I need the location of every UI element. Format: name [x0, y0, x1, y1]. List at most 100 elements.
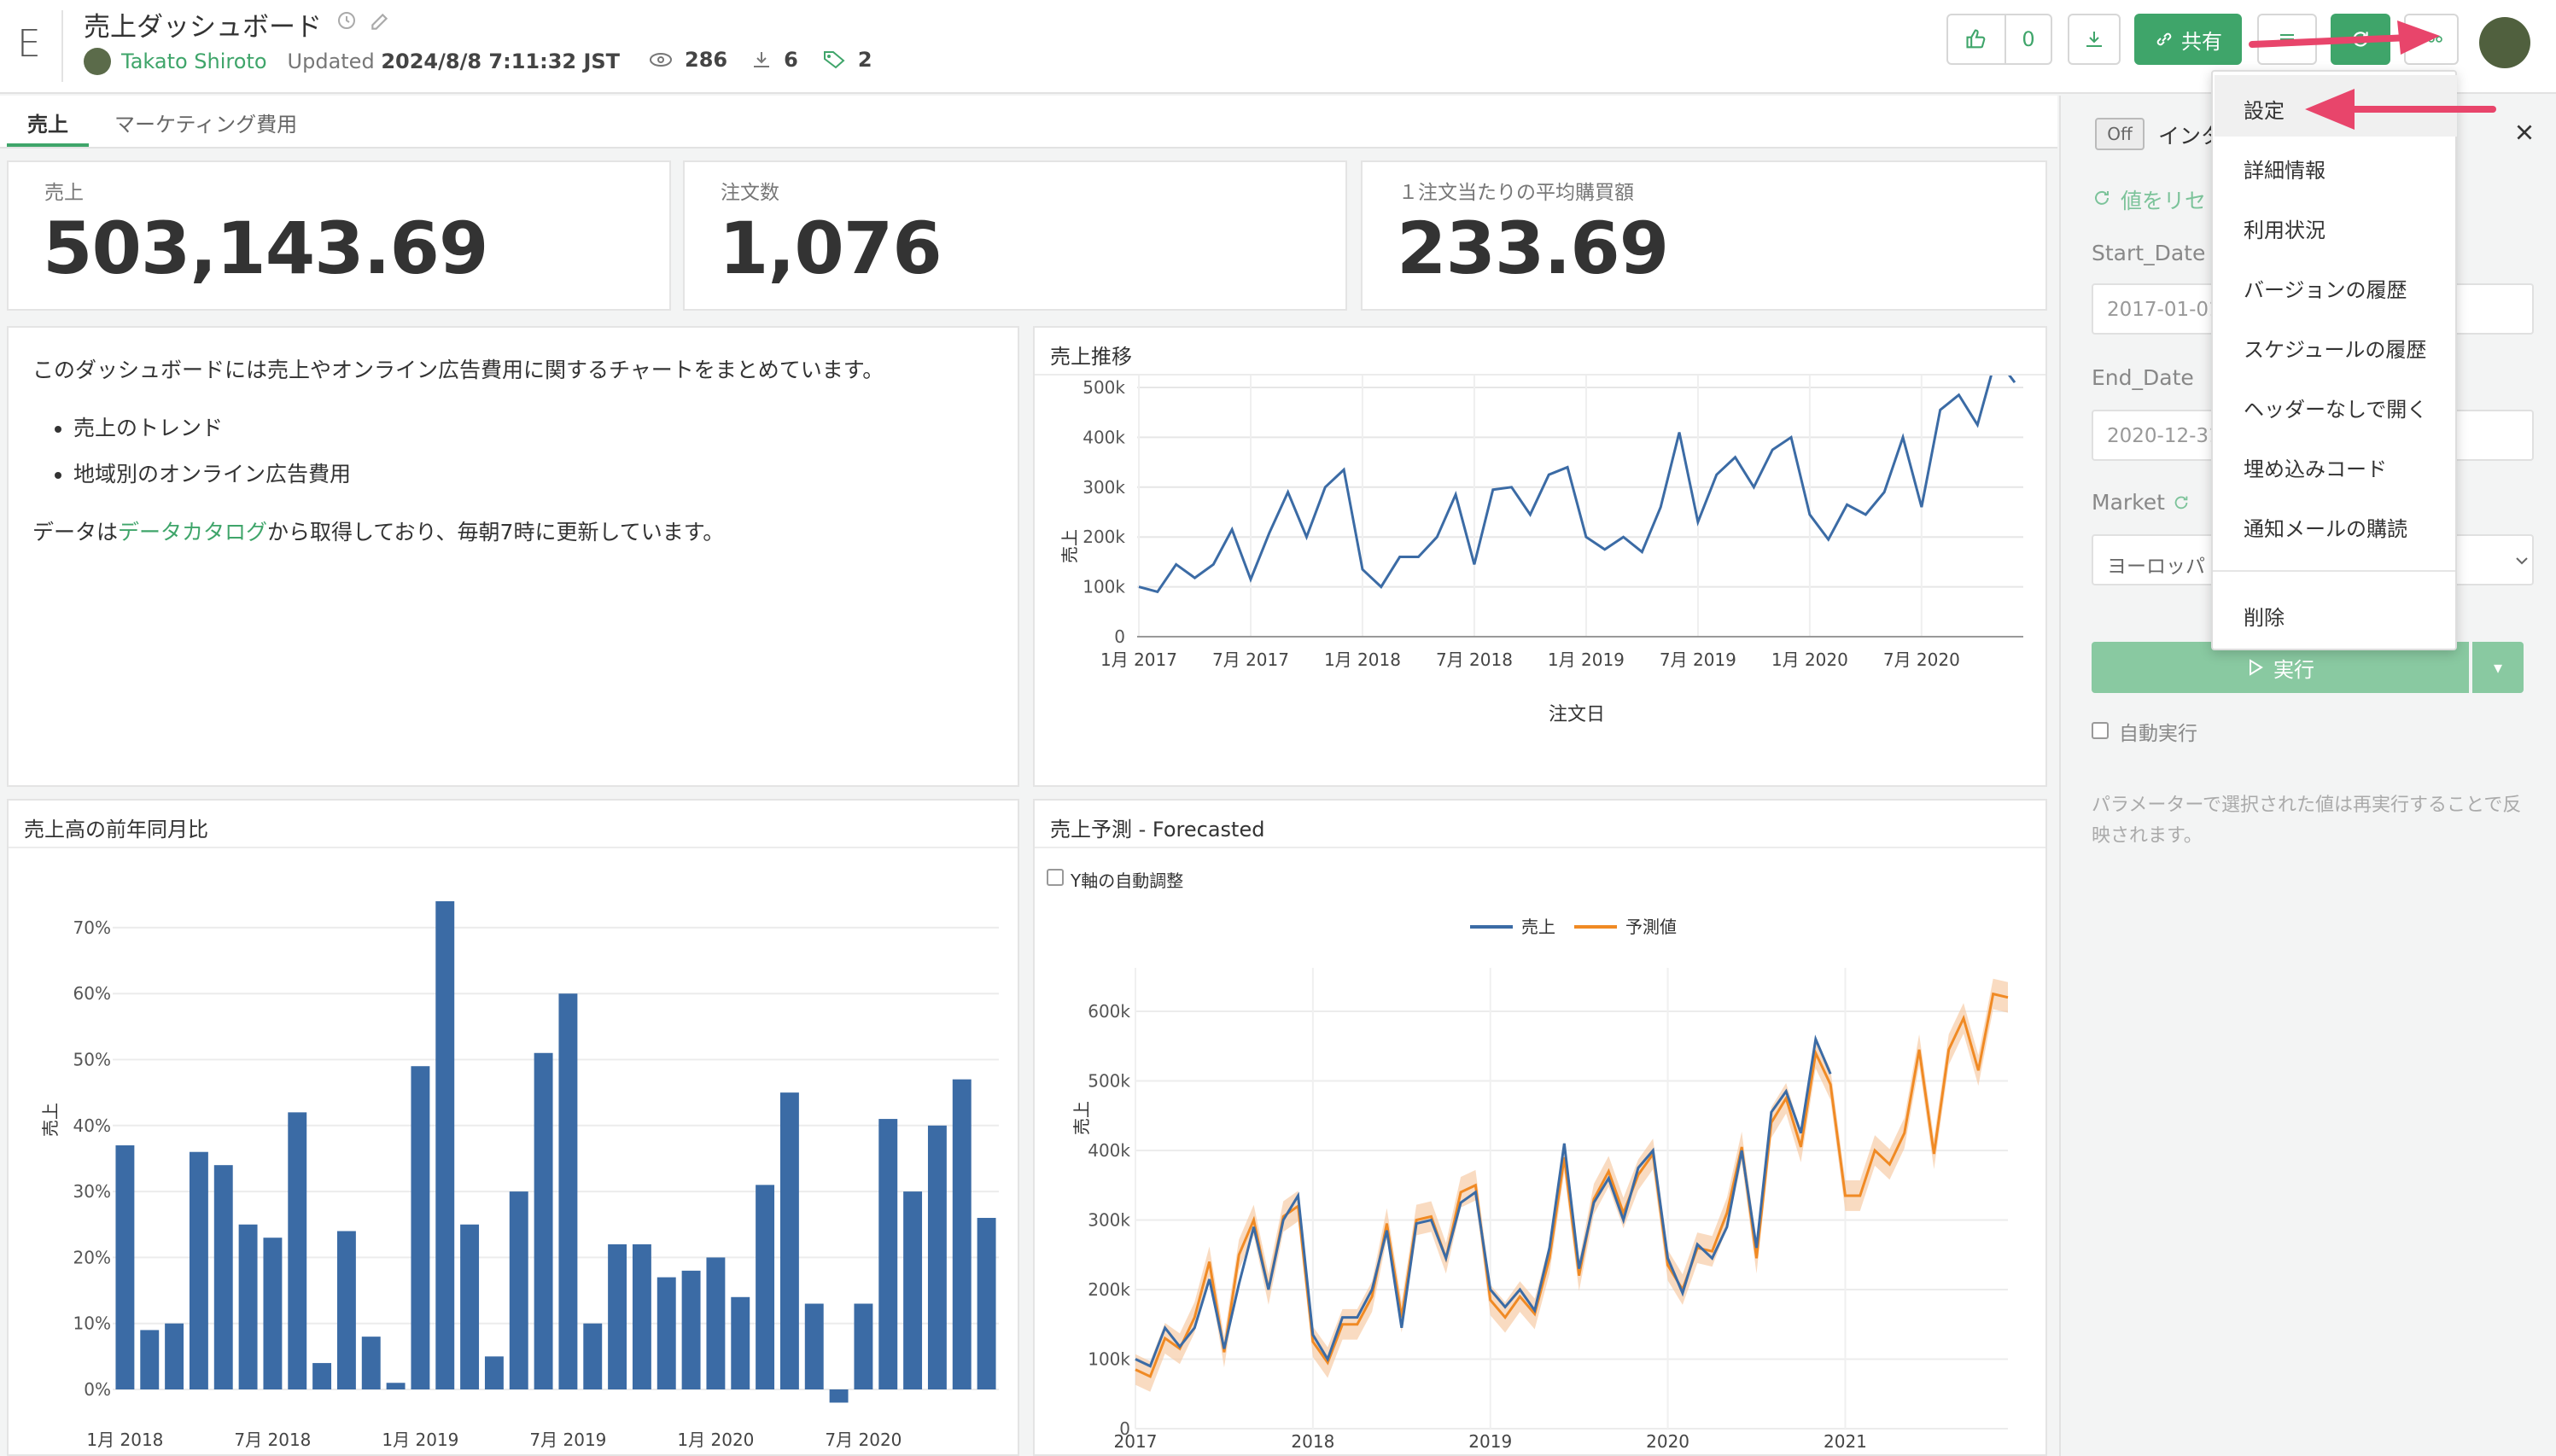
share-button[interactable]: 共有	[2134, 14, 2242, 65]
refresh-button[interactable]	[2331, 14, 2390, 65]
y-tick-label: 500k	[1088, 1071, 1130, 1092]
y-tick-label: 100k	[1088, 1349, 1130, 1370]
panel-title: 売上推移	[1050, 345, 1132, 369]
kpi-card-sales: 売上 503,143.69	[7, 160, 671, 311]
bar	[632, 1243, 651, 1389]
bar	[435, 900, 455, 1389]
x-tick-label: 1月 2019	[1548, 649, 1625, 670]
x-tick-label: 2020	[1646, 1431, 1689, 1452]
y-tick-label: 40%	[73, 1115, 111, 1136]
forecast-band	[1135, 978, 2008, 1392]
author-link[interactable]: Takato Shiroto	[121, 50, 267, 73]
menu-item-usage[interactable]: 利用状況	[2244, 218, 2325, 242]
share-label: 共有	[2181, 29, 2222, 54]
x-tick-label: 7月 2018	[234, 1430, 311, 1450]
x-tick-label: 7月 2020	[825, 1430, 902, 1450]
download-count-icon	[754, 52, 770, 67]
y-autoscale-label: Y軸の自動調整	[1071, 871, 1184, 891]
data-catalog-link[interactable]: データカタログ	[118, 520, 268, 545]
more-options-button[interactable]	[2404, 14, 2459, 65]
x-tick-label: 7月 2018	[1436, 649, 1513, 670]
more-dots-icon	[2420, 36, 2442, 43]
menu-item-settings[interactable]: 設定	[2244, 99, 2285, 123]
legend-label: 売上	[1521, 917, 1555, 937]
interactive-toggle[interactable]: Off	[2095, 118, 2145, 150]
download-button[interactable]	[2068, 14, 2121, 65]
bar	[854, 1303, 873, 1389]
thumbs-up-icon	[1966, 29, 1986, 49]
x-tick-label: 7月 2019	[1660, 649, 1736, 670]
bar	[977, 1218, 996, 1389]
bar	[829, 1389, 849, 1403]
history-icon[interactable]	[336, 10, 357, 31]
downloads-count: 6	[784, 48, 798, 72]
bar	[361, 1337, 381, 1389]
run-options-button[interactable]: ▾	[2472, 642, 2524, 693]
bar	[115, 1144, 135, 1389]
x-tick-label: 1月 2018	[1324, 649, 1401, 670]
yoy-bar-chart: 0% 10% 20% 30% 40% 50% 60% 70% 1月 2018 7月 2018 1月 …	[40, 900, 999, 1450]
sidebar-note: パラメーターで選択された値は再実行することで反映されます。	[2092, 795, 2522, 847]
end-date-label: End_Date	[2092, 365, 2194, 390]
y-tick-label: 60%	[73, 983, 111, 1004]
y-axis-label: 売上	[1059, 529, 1080, 563]
y-tick-label: 20%	[73, 1247, 111, 1267]
market-refresh-icon[interactable]	[2172, 493, 2191, 512]
sales-trend-chart: 0 100k 200k 300k 400k 500k 1月 2017 7月 2017 1月 20…	[1059, 376, 2023, 725]
bar	[460, 1224, 480, 1389]
list-item: 地域別のオンライン広告費用	[73, 457, 884, 492]
tags-count[interactable]: 2	[857, 48, 872, 72]
menu-item-details[interactable]: 詳細情報	[2244, 159, 2325, 183]
run-button[interactable]: 実行	[2092, 642, 2469, 693]
bar	[140, 1330, 160, 1389]
bar	[312, 1363, 332, 1389]
eye-icon	[650, 53, 672, 67]
start-date-label: Start_Date	[2092, 241, 2206, 265]
y-tick-label: 0	[1114, 626, 1125, 647]
x-tick-label: 2018	[1291, 1431, 1334, 1452]
series-line	[1138, 376, 2016, 594]
y-tick-label: 600k	[1088, 1001, 1130, 1022]
auto-run-checkbox[interactable]	[2092, 722, 2109, 739]
y-tick-label: 100k	[1083, 577, 1125, 597]
menu-item-subscribe-email[interactable]: 通知メールの購読	[2244, 517, 2407, 541]
panel-title: 売上高の前年同月比	[24, 818, 208, 842]
app-logo[interactable]: E	[17, 22, 41, 66]
kpi-value: 503,143.69	[43, 207, 488, 290]
like-button[interactable]	[1946, 14, 2006, 65]
x-tick-label: 2021	[1824, 1431, 1867, 1452]
tab-sales[interactable]: 売上	[27, 113, 68, 137]
x-tick-label: 1月 2018	[86, 1430, 163, 1450]
close-icon[interactable]	[2513, 121, 2536, 143]
y-tick-label: 300k	[1083, 477, 1125, 498]
bar	[411, 1066, 430, 1389]
reset-link[interactable]: 値をリセ	[2121, 189, 2207, 213]
description-intro: このダッシュボードには売上やオンライン広告費用に関するチャートをまとめています。	[32, 358, 884, 382]
menu-item-delete[interactable]: 削除	[2244, 606, 2285, 630]
y-axis-label: 売上	[40, 1103, 61, 1137]
bar	[509, 1191, 528, 1389]
y-axis-label: 売上	[1071, 1101, 1092, 1135]
tab-marketing-cost[interactable]: マーケティング費用	[114, 113, 298, 137]
menu-item-open-without-header[interactable]: ヘッダーなしで開く	[2244, 398, 2428, 422]
publish-button[interactable]	[2257, 14, 2317, 65]
y-tick-label: 400k	[1088, 1140, 1130, 1161]
bar	[952, 1079, 972, 1389]
app-header: E 売上ダッシュボード Takato Shiroto Updated 2024/…	[0, 0, 2556, 94]
yoy-card: 売上高の前年同月比 0% 10% 20% 30% 40% 50% 60% 70% 1月 2018…	[7, 799, 1019, 1456]
user-avatar[interactable]	[2479, 17, 2530, 68]
edit-icon[interactable]	[369, 10, 391, 32]
menu-item-schedule-history[interactable]: スケジュールの履歴	[2244, 338, 2427, 362]
y-tick-label: 50%	[73, 1050, 111, 1070]
y-tick-label: 0	[1119, 1418, 1130, 1439]
like-count[interactable]: 0	[2005, 14, 2052, 65]
tag-icon[interactable]	[822, 50, 846, 70]
updated-text: Updated 2024/8/8 7:11:32 JST	[287, 50, 621, 73]
more-options-menu: 設定 詳細情報 利用状況 バージョンの履歴 スケジュールの履歴 ヘッダーなしで開…	[2211, 70, 2457, 650]
bar	[706, 1257, 726, 1389]
menu-item-version-history[interactable]: バージョンの履歴	[2244, 278, 2407, 302]
active-tab-indicator	[7, 143, 89, 147]
x-tick-label: 2017	[1114, 1431, 1158, 1452]
y-autoscale-checkbox[interactable]	[1047, 869, 1064, 886]
menu-item-embed-code[interactable]: 埋め込みコード	[2244, 457, 2387, 481]
